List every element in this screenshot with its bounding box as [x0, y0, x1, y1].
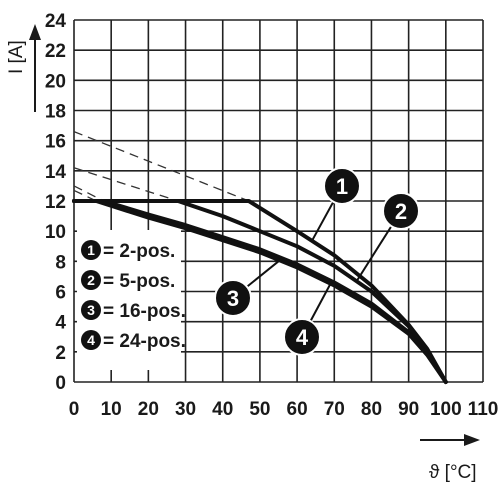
callout-badge-label: 3 — [227, 286, 239, 311]
y-tick-label: 18 — [45, 102, 66, 123]
y-axis-title: I [A] — [6, 24, 41, 112]
x-axis-label: ϑ [°C] — [429, 462, 477, 483]
y-tick-label: 0 — [55, 373, 66, 394]
series-callouts: 1 2 3 4 — [214, 167, 420, 356]
x-axis-title: ϑ [°C] — [420, 434, 480, 483]
y-tick-label: 14 — [45, 162, 67, 183]
series-extrapolation-2 — [73, 167, 179, 202]
legend-badge-3 — [81, 300, 101, 320]
series-extrapolation-1 — [73, 130, 250, 202]
y-tick-label: 20 — [45, 71, 66, 92]
legend-entry-4: = 24-pos. — [103, 331, 186, 352]
legend-entry-3: = 16-pos. — [103, 301, 186, 322]
legend-badge-label: 1 — [87, 242, 95, 258]
series-line-4 — [72, 199, 448, 384]
series-extrapolation-3 — [73, 185, 104, 202]
legend: 1 = 2-pos. 2 = 5-pos. 3 = 16-pos. 4 = 24-pos. — [77, 230, 186, 370]
y-tick-label: 2 — [55, 343, 66, 364]
legend-badge-1 — [81, 240, 101, 260]
x-tick-label: 80 — [361, 399, 382, 420]
x-tick-label: 70 — [324, 399, 345, 420]
y-tick-label: 8 — [55, 252, 66, 273]
callout-badge-label: 2 — [395, 199, 407, 224]
legend-badge-label: 2 — [87, 272, 95, 288]
callout-badge-3 — [214, 279, 252, 317]
x-tick-label: 30 — [175, 399, 196, 420]
series-lines — [72, 130, 448, 384]
callout-badge-label: 4 — [296, 325, 309, 350]
x-tick-label: 0 — [69, 399, 80, 420]
legend-entry-1: = 2-pos. — [103, 241, 175, 262]
y-tick-label: 22 — [45, 41, 66, 62]
y-tick-label: 6 — [55, 283, 66, 304]
y-tick-label: 10 — [45, 222, 66, 243]
x-axis-arrow-icon — [464, 434, 480, 446]
legend-badge-4 — [81, 330, 101, 350]
callout-badge-1 — [323, 167, 361, 205]
callout-badge-label: 1 — [336, 174, 348, 199]
x-tick-labels: 0 10 20 30 40 50 60 70 80 90 100 110 — [69, 399, 499, 420]
x-tick-label: 100 — [430, 399, 462, 420]
y-tick-label: 12 — [45, 192, 66, 213]
x-tick-label: 50 — [249, 399, 270, 420]
x-tick-label: 90 — [398, 399, 419, 420]
legend-entry-2: = 5-pos. — [103, 271, 175, 292]
y-axis-label: I [A] — [6, 40, 27, 74]
x-tick-label: 60 — [287, 399, 308, 420]
x-tick-label: 20 — [138, 399, 159, 420]
callout-badge-2 — [382, 192, 420, 230]
y-tick-label: 16 — [45, 132, 66, 153]
x-tick-label: 110 — [468, 399, 499, 420]
x-tick-label: 10 — [101, 399, 122, 420]
y-tick-label: 4 — [55, 313, 66, 334]
y-tick-label: 24 — [45, 11, 67, 32]
callout-badge-4 — [283, 318, 321, 356]
legend-badge-label: 4 — [87, 332, 95, 348]
x-tick-label: 40 — [212, 399, 233, 420]
y-axis-arrow-icon — [29, 24, 41, 40]
legend-badge-2 — [81, 270, 101, 290]
series-line-2 — [72, 199, 448, 384]
legend-badge-label: 3 — [87, 302, 95, 318]
